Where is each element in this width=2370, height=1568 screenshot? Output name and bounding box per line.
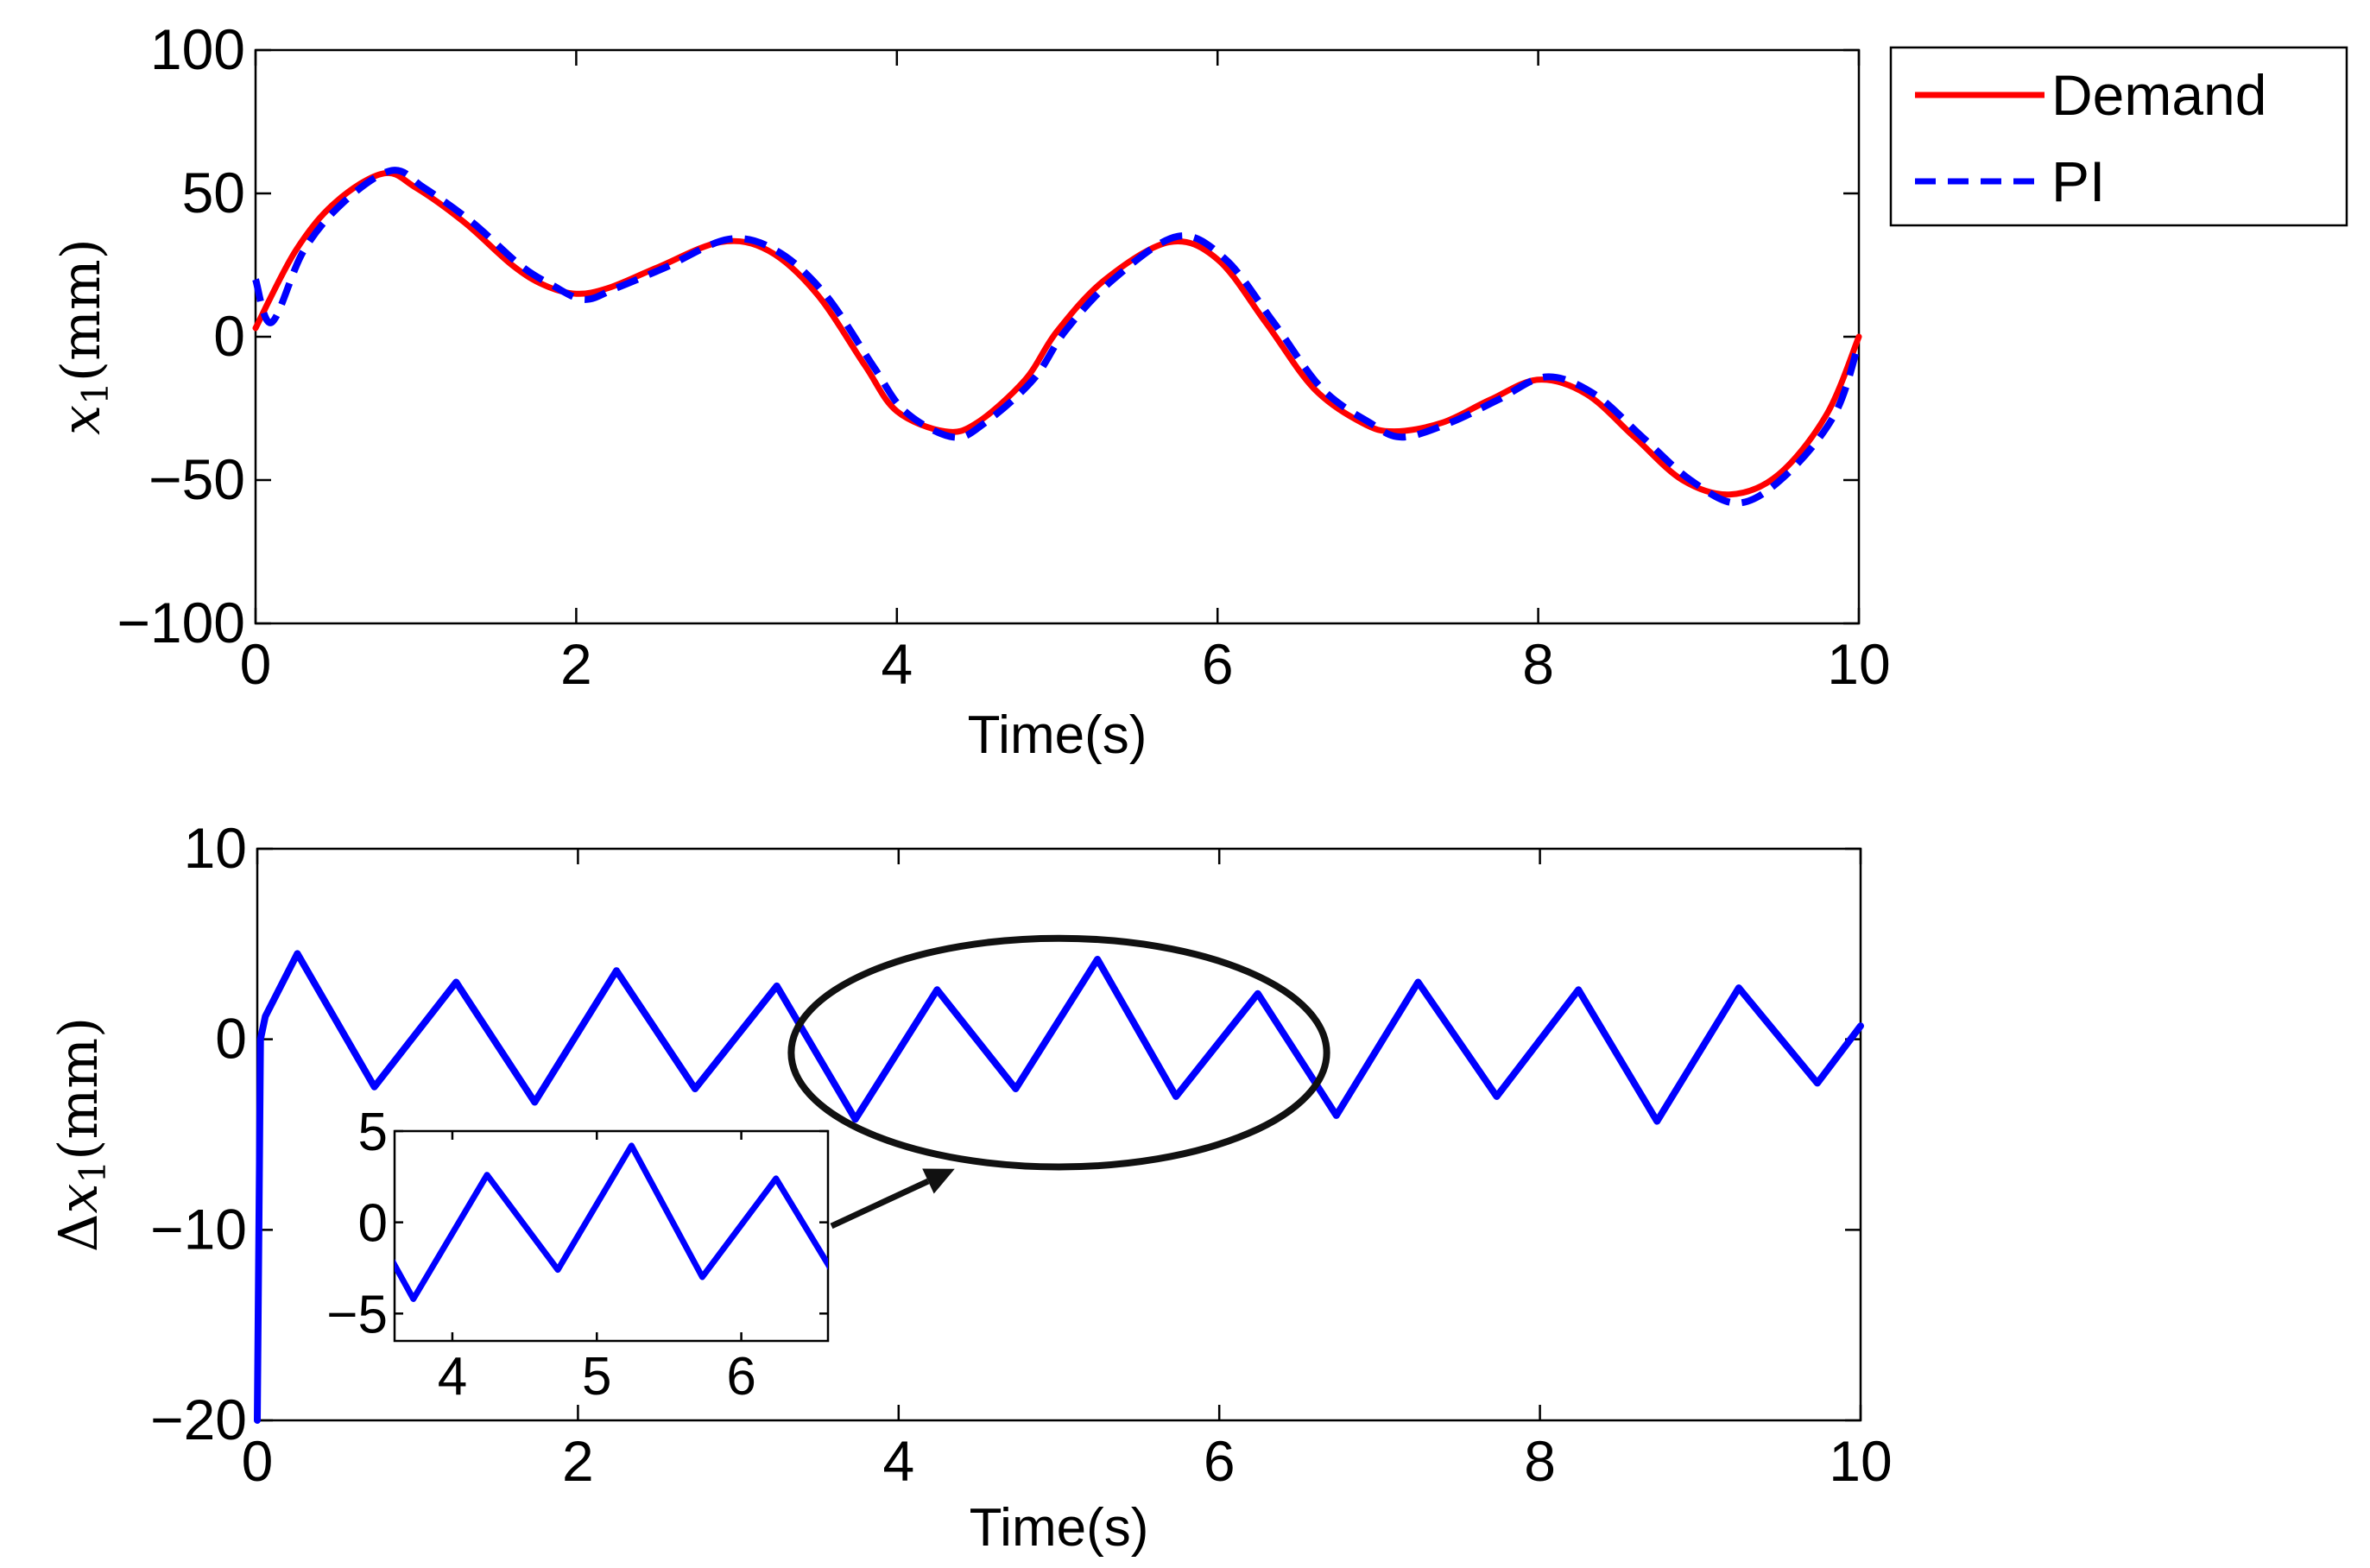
top-xtick-label: 0 <box>240 632 272 696</box>
bot-ytick-label: 0 <box>215 1007 247 1071</box>
bot-xtick-label: 0 <box>242 1429 274 1493</box>
bottom-x-axis-label: Time(s) <box>970 1498 1149 1558</box>
top-ytick-label: −100 <box>117 591 245 654</box>
inset-xtick-label: 6 <box>726 1347 755 1407</box>
bottom-y-axis-label: Δx1(mm) <box>47 1017 114 1252</box>
series-demand-line <box>252 169 1862 498</box>
top-x-axis-label: Time(s) <box>968 705 1147 765</box>
inset-xtick-label: 4 <box>438 1347 467 1407</box>
bottom-y-unit: (mm) <box>47 1017 110 1160</box>
zoom-arrow-head <box>922 1168 955 1194</box>
bot-ytick-label: 10 <box>184 816 247 880</box>
top-ytick-label: 0 <box>213 304 245 368</box>
legend-label-pi: PI <box>2051 149 2105 213</box>
top-xtick-label: 4 <box>881 632 913 696</box>
top-ytick-label: 100 <box>150 17 245 81</box>
bottom-y-tick-labels: −20 −10 0 10 <box>150 816 247 1451</box>
bottom-annotations <box>787 934 1330 1230</box>
series-pi-line <box>252 167 1862 507</box>
bottom-y-sub: 1 <box>72 1160 114 1184</box>
inset-ytick-label: 0 <box>358 1194 388 1254</box>
zoom-arrow-line <box>830 1178 930 1230</box>
bot-xtick-label: 8 <box>1524 1429 1556 1493</box>
bottom-panel: 0 2 4 6 8 10 −20 −10 0 10 4 5 6 −5 0 5 Time(s) Δx1(mm… <box>47 816 1893 1558</box>
top-xtick-label: 2 <box>560 632 592 696</box>
top-series-group <box>252 167 1862 507</box>
top-ytick-label: 50 <box>182 161 245 224</box>
top-y-axis-label: x1(mm) <box>49 238 117 435</box>
bottom-series-group <box>254 950 1864 1424</box>
bot-xtick-label: 2 <box>562 1429 594 1493</box>
top-x-tick-labels: 0 2 4 6 8 10 <box>240 632 1891 696</box>
legend-label-demand: Demand <box>2051 63 2266 127</box>
legend: Demand PI <box>1889 46 2348 227</box>
bot-xtick-label: 4 <box>882 1429 914 1493</box>
inset-frame <box>393 1129 830 1343</box>
bot-ytick-label: −20 <box>150 1388 247 1451</box>
top-xtick-label: 8 <box>1522 632 1554 696</box>
inset-ytick-label: −5 <box>326 1285 388 1344</box>
bot-xtick-label: 10 <box>1829 1429 1892 1493</box>
inset-ytick-label: 5 <box>358 1103 388 1162</box>
bottom-y-var: x <box>47 1183 110 1213</box>
top-y-sub: 1 <box>74 382 117 405</box>
top-y-unit: (mm) <box>49 238 112 382</box>
top-xtick-label: 10 <box>1827 632 1890 696</box>
highlight-ellipse <box>787 934 1330 1171</box>
top-y-tick-labels: −100 −50 0 50 100 <box>117 17 245 654</box>
top-y-var: x <box>49 405 112 435</box>
inset-plot: 4 5 6 −5 0 5 <box>326 1103 830 1407</box>
top-ticks <box>254 48 1861 625</box>
legend-box <box>1889 46 2348 227</box>
top-ytick-label: −50 <box>149 447 245 511</box>
bottom-x-tick-labels: 0 2 4 6 8 10 <box>242 1429 1893 1493</box>
bot-xtick-label: 6 <box>1204 1429 1236 1493</box>
top-axes-frame <box>254 48 1861 625</box>
error-series-line <box>254 950 1864 1424</box>
inset-xtick-label: 5 <box>582 1347 611 1407</box>
top-xtick-label: 6 <box>1202 632 1234 696</box>
bottom-y-prefix: Δ <box>47 1213 110 1252</box>
inset-series-line <box>395 1142 828 1302</box>
top-panel: 0 2 4 6 8 10 −100 −50 0 50 100 Time(s) x1(mm) <box>49 17 1891 765</box>
bot-ytick-label: −10 <box>150 1197 247 1261</box>
